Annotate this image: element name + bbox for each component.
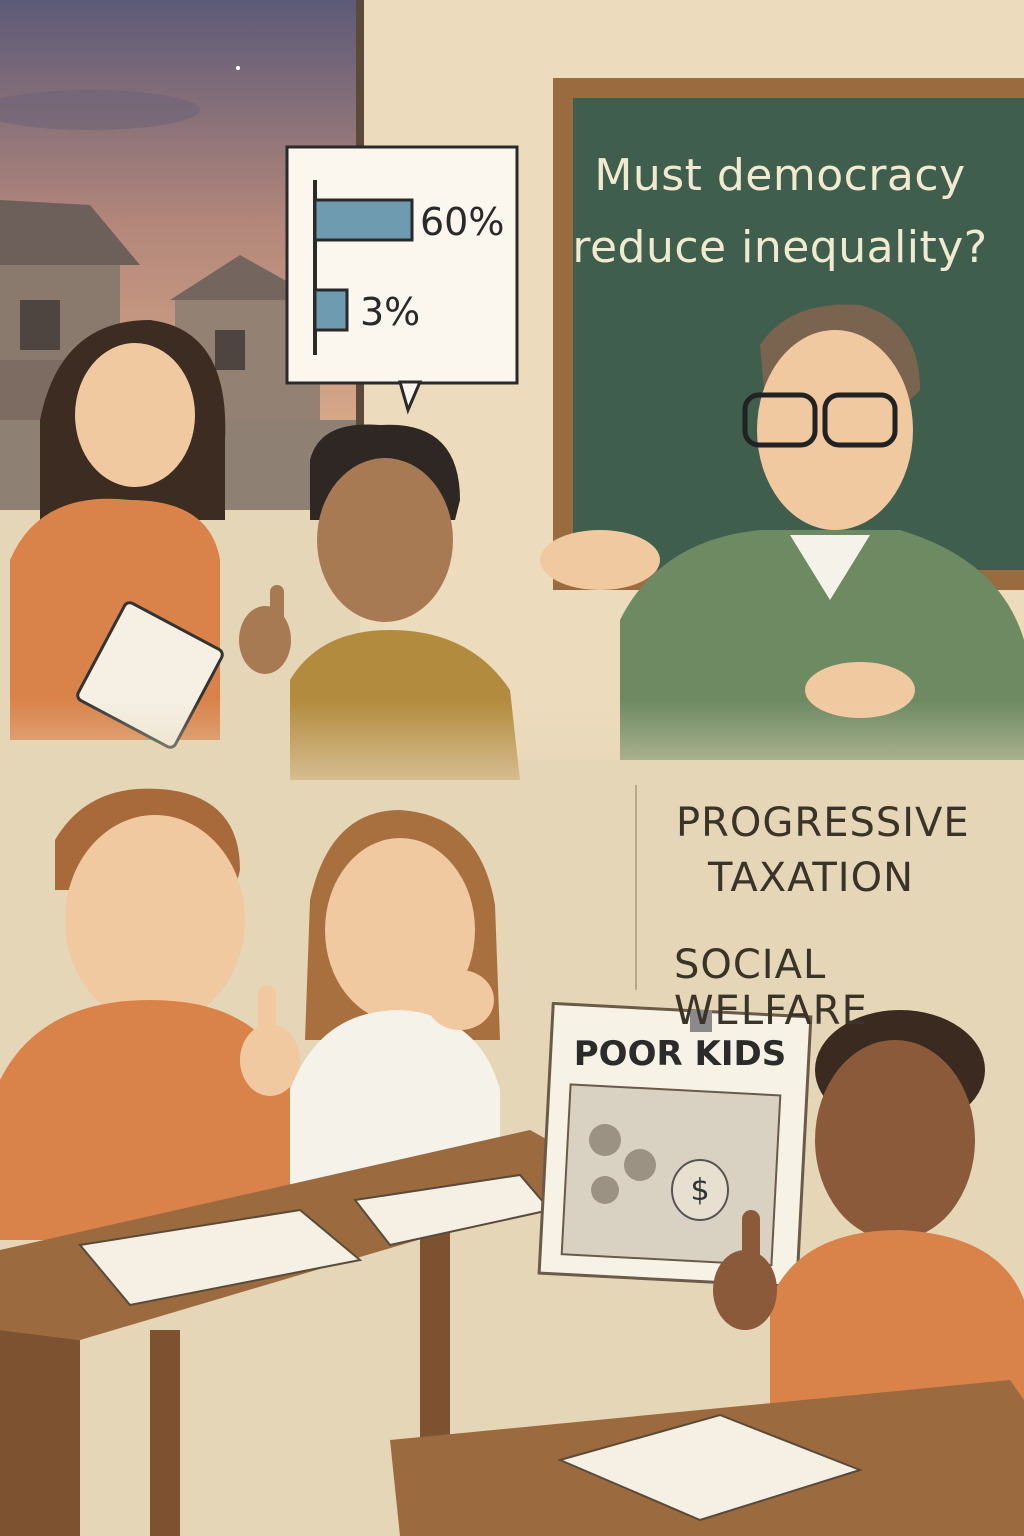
poster-title: POOR KIDS [573,1034,787,1074]
bubble-bar-60 [313,198,414,242]
speech-bubble [285,145,519,415]
boy-speaking [390,1010,1024,1536]
poster-money-symbol: $ [690,1173,709,1208]
wall-note-taxation: TAXATION [708,855,914,901]
bubble-bar-3 [313,288,349,332]
chalkboard-line-1: Must democracy [594,150,966,201]
chalkboard-line-2: reduce inequality? [572,222,988,273]
girl-listening [290,810,500,1200]
bubble-label-3: 3% [360,290,421,334]
wall-note-social-welfare: SOCIAL WELFARE [674,942,868,1034]
wall-note-progressive: PROGRESSIVE [676,800,970,846]
boy-pointing [0,788,300,1240]
bubble-label-60: 60% [420,200,505,244]
